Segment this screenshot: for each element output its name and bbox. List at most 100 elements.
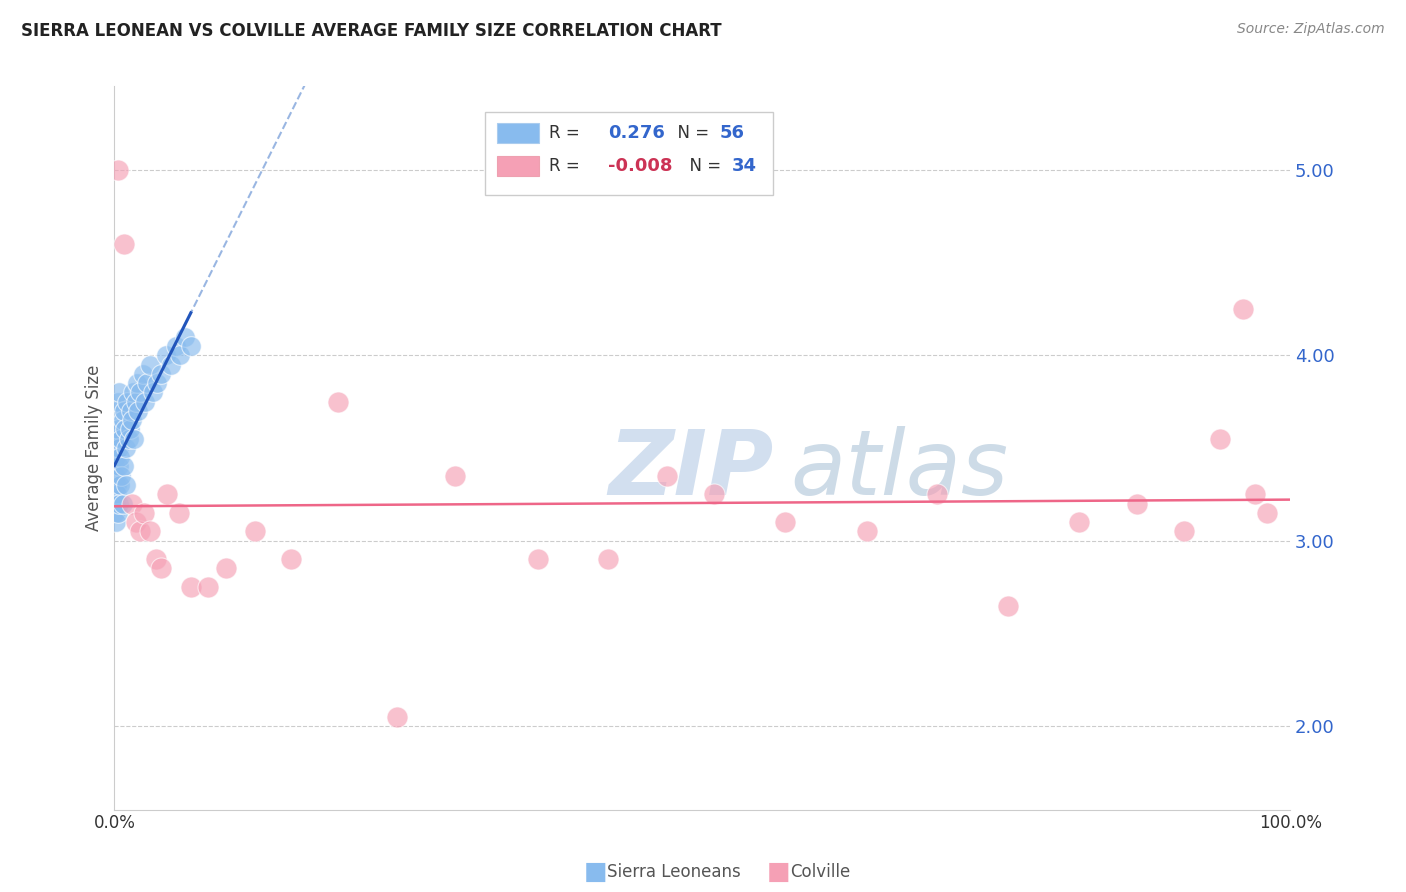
Point — [1126, 497, 1149, 511]
Point — [105, 450, 128, 465]
Text: atlas: atlas — [790, 425, 1008, 514]
Text: ■: ■ — [583, 861, 607, 884]
Point — [129, 524, 152, 539]
Point — [115, 478, 138, 492]
Point — [180, 339, 202, 353]
Point — [105, 487, 128, 501]
Point — [150, 367, 173, 381]
Point — [142, 385, 165, 400]
Point — [127, 404, 149, 418]
Point — [124, 394, 146, 409]
Point — [197, 580, 219, 594]
Point — [105, 404, 128, 418]
Point — [326, 394, 349, 409]
Point — [280, 552, 302, 566]
Point — [703, 487, 725, 501]
Point — [108, 441, 131, 455]
Point — [117, 394, 139, 409]
Point — [169, 348, 191, 362]
Point — [856, 524, 879, 539]
Point — [145, 376, 167, 390]
Point — [107, 422, 129, 436]
Point — [107, 459, 129, 474]
Point — [1173, 524, 1195, 539]
Text: ■: ■ — [766, 861, 790, 884]
Text: 0.276: 0.276 — [609, 124, 665, 143]
Point — [155, 348, 177, 362]
Point — [120, 404, 142, 418]
Point — [104, 497, 127, 511]
Point — [156, 487, 179, 501]
Point — [145, 552, 167, 566]
Point — [1208, 432, 1230, 446]
Y-axis label: Average Family Size: Average Family Size — [86, 365, 103, 531]
Point — [526, 552, 548, 566]
Point — [104, 487, 127, 501]
Point — [104, 478, 127, 492]
Point — [132, 506, 155, 520]
Point — [121, 413, 143, 427]
Point — [108, 497, 131, 511]
Point — [160, 358, 183, 372]
Point — [1067, 515, 1090, 529]
Point — [136, 376, 159, 390]
Text: Colville: Colville — [790, 863, 851, 881]
Text: SIERRA LEONEAN VS COLVILLE AVERAGE FAMILY SIZE CORRELATION CHART: SIERRA LEONEAN VS COLVILLE AVERAGE FAMIL… — [21, 22, 721, 40]
Point — [138, 524, 160, 539]
Point — [124, 515, 146, 529]
Point — [107, 506, 129, 520]
Point — [598, 552, 620, 566]
Point — [245, 524, 267, 539]
Text: 56: 56 — [720, 124, 745, 143]
Point — [129, 385, 152, 400]
Point — [1256, 506, 1278, 520]
Point — [385, 710, 408, 724]
Point — [105, 478, 128, 492]
Point — [112, 237, 135, 252]
Point — [1232, 301, 1254, 316]
Point — [104, 506, 127, 520]
Point — [105, 432, 128, 446]
Point — [124, 432, 146, 446]
Point — [112, 459, 135, 474]
Point — [131, 367, 153, 381]
Point — [134, 394, 156, 409]
Point — [104, 441, 127, 455]
Point — [115, 441, 138, 455]
Point — [1244, 487, 1267, 501]
Point — [174, 329, 197, 343]
Point — [111, 413, 134, 427]
Point — [165, 339, 187, 353]
Point — [110, 450, 132, 465]
FancyBboxPatch shape — [496, 156, 540, 176]
Point — [180, 580, 202, 594]
Point — [104, 422, 127, 436]
Point — [150, 561, 173, 575]
Point — [215, 561, 238, 575]
Point — [104, 459, 127, 474]
Text: Source: ZipAtlas.com: Source: ZipAtlas.com — [1237, 22, 1385, 37]
Text: N =: N = — [679, 157, 725, 175]
Point — [138, 358, 160, 372]
Point — [104, 468, 127, 483]
Text: -0.008: -0.008 — [609, 157, 672, 175]
Point — [110, 478, 132, 492]
Point — [108, 385, 131, 400]
Point — [125, 376, 148, 390]
Point — [107, 394, 129, 409]
Point — [112, 404, 135, 418]
Text: R =: R = — [550, 157, 585, 175]
FancyBboxPatch shape — [485, 112, 773, 194]
Point — [111, 497, 134, 511]
Point — [773, 515, 796, 529]
Text: ZIP: ZIP — [609, 425, 773, 514]
Point — [110, 468, 132, 483]
Point — [105, 515, 128, 529]
Point — [997, 599, 1019, 613]
Point — [122, 385, 145, 400]
Point — [927, 487, 949, 501]
Text: 34: 34 — [731, 157, 756, 175]
Point — [118, 422, 141, 436]
Point — [107, 162, 129, 177]
Text: R =: R = — [550, 124, 585, 143]
